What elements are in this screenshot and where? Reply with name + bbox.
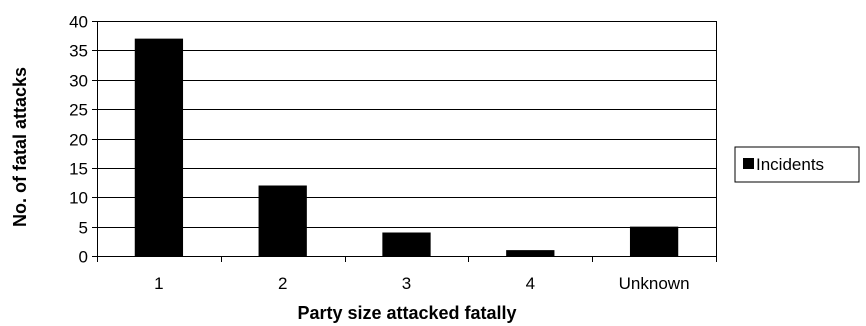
- legend-swatch: [743, 158, 754, 169]
- x-tick-label: 3: [402, 274, 411, 293]
- y-tick-label: 40: [69, 13, 88, 32]
- x-tick-label: Unknown: [619, 274, 690, 293]
- x-axis-title: Party size attacked fatally: [297, 303, 516, 323]
- y-tick-labels: 0 5 10 15 20 25 30 35 40: [69, 13, 88, 267]
- bars: [134, 38, 679, 256]
- y-tick-label: 25: [69, 101, 88, 120]
- bar-unknown: [629, 226, 679, 256]
- bar-4: [506, 250, 555, 256]
- x-tick-label: 4: [526, 274, 535, 293]
- bar-3: [382, 232, 431, 256]
- gridlines: [97, 21, 716, 228]
- legend-box: [734, 146, 860, 183]
- y-tick-label: 15: [69, 160, 88, 179]
- y-tick-label: 30: [69, 72, 88, 91]
- legend: Incidents: [734, 146, 860, 183]
- y-tick-label: 35: [69, 42, 88, 61]
- y-tick-label: 20: [69, 131, 88, 150]
- bar-1: [134, 38, 184, 256]
- bar-2: [258, 185, 307, 256]
- legend-label-incidents: Incidents: [756, 155, 824, 174]
- y-tick-label: 10: [69, 189, 88, 208]
- y-tick-label: 0: [79, 248, 88, 267]
- x-tick-label: 2: [278, 274, 287, 293]
- y-axis-title: No. of fatal attacks: [10, 67, 30, 227]
- x-tick-labels: 1 2 3 4 Unknown: [154, 274, 689, 293]
- axes: [92, 21, 717, 262]
- x-tick-label: 1: [154, 274, 163, 293]
- y-tick-label: 5: [79, 219, 88, 238]
